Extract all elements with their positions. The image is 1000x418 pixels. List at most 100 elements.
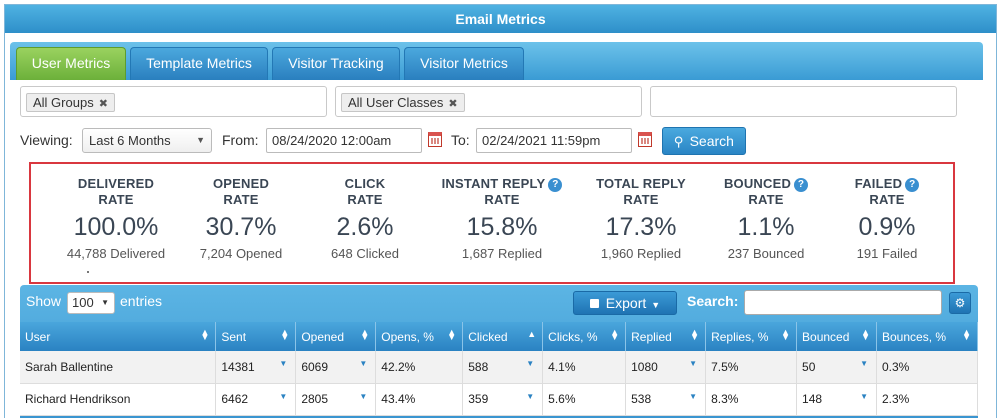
dropdown-caret-icon[interactable]: ▼	[860, 359, 868, 368]
sort-icon: ▲ ▼	[610, 327, 620, 342]
date-range-row: Viewing: Last 6 Months ▼ From: 08/24/202…	[20, 127, 760, 155]
sort-icon: ▲ ▼	[447, 327, 457, 342]
sort-icon: ▲ ▼	[200, 327, 210, 342]
sort-icon: ▲ ▼	[690, 327, 700, 342]
metric-subtext: 1,960 Replied	[600, 246, 682, 261]
user-classes-filter-input[interactable]: All User Classes ✖	[335, 86, 642, 117]
grid-toolbar: Show 100 ▼ entries Export ▼ Search: ⚙	[20, 285, 978, 321]
cell-opened: 2805 ▼	[295, 383, 377, 416]
export-button[interactable]: Export ▼	[573, 291, 677, 315]
user-classes-chip-label: All User Classes	[348, 95, 444, 110]
gear-icon[interactable]: ⚙	[949, 292, 971, 314]
viewing-select[interactable]: Last 6 Months ▼	[82, 128, 212, 153]
cell-bounced: 148 ▼	[796, 383, 877, 416]
cell-replies-pct: 8.3%	[705, 383, 798, 416]
column-header-user[interactable]: User ▲ ▼	[20, 322, 217, 351]
to-label: To:	[451, 132, 470, 148]
column-header-replies-pct[interactable]: Replies, % ▲ ▼	[705, 322, 798, 351]
dropdown-caret-icon[interactable]: ▼	[359, 391, 368, 401]
cell-opened: 6069 ▼	[295, 351, 377, 384]
user-metrics-grid: Show 100 ▼ entries Export ▼ Search: ⚙ Use…	[20, 285, 978, 418]
metric-title: INSTANT REPLY? RATE	[427, 176, 577, 208]
cell-clicks-pct: 5.6%	[542, 383, 627, 416]
groups-filter-input[interactable]: All Groups ✖	[20, 86, 327, 117]
search-button-label: Search	[689, 133, 734, 149]
metric-value: 100.0%	[73, 213, 159, 241]
sort-icon: ▲ ▼	[861, 327, 870, 342]
cell-replies-pct: 7.5%	[705, 351, 798, 384]
entries-label: entries	[120, 293, 163, 309]
metric-title: OPENED RATE	[212, 176, 270, 207]
cell-bounces-pct: 2.3%	[876, 383, 978, 416]
metric-failed-rate: FAILED? RATE 0.9% 191 Failed	[837, 176, 937, 261]
metric-subtext: 191 Failed	[856, 246, 918, 261]
cell-replied: 1080 ▼	[625, 351, 707, 384]
calendar-icon[interactable]	[428, 132, 442, 147]
dropdown-caret-icon[interactable]: ▼	[279, 359, 288, 368]
grid-search-label: Search:	[687, 293, 739, 309]
remove-user-classes-icon[interactable]: ✖	[448, 98, 458, 110]
metric-click-rate: CLICK RATE 2.6% 648 Clicked	[313, 176, 417, 261]
column-header-bounces-pct[interactable]: Bounces, % ▲ ▼	[876, 322, 978, 351]
chevron-down-icon: ▼	[101, 298, 109, 307]
metric-subtext: 44,788 Delivered	[66, 246, 166, 261]
table-row[interactable]: Richard Hendrikson 6462 ▼ 2805 ▼ 43.4% 359…	[20, 383, 978, 416]
entries-select[interactable]: 100 ▼	[67, 292, 115, 314]
metric-opened-rate: OPENED RATE 30.7% 7,204 Opened	[186, 176, 296, 261]
help-icon[interactable]: ?	[905, 178, 920, 192]
cell-bounced: 50 ▼	[796, 351, 877, 384]
to-date-input[interactable]: 02/24/2021 11:59pm	[476, 128, 632, 153]
viewing-select-value: Last 6 Months	[89, 133, 171, 148]
cell-bounces-pct: 0.3%	[876, 351, 978, 384]
cell-sent: 6462 ▼	[215, 383, 297, 416]
metric-delivered-rate: DELIVERED RATE 100.0% 44,788 Delivered	[51, 176, 181, 261]
tab-visitor-tracking[interactable]: Visitor Tracking	[272, 47, 400, 80]
column-header-replied[interactable]: Replied ▲ ▼	[625, 322, 707, 351]
sort-icon: ▲ ▼	[781, 327, 791, 342]
dropdown-caret-icon[interactable]: ▼	[359, 359, 368, 368]
metric-title: FAILED? RATE	[837, 176, 937, 208]
dropdown-caret-icon[interactable]: ▼	[526, 391, 535, 401]
tab-user-metrics[interactable]: User Metrics	[16, 47, 126, 80]
chevron-down-icon: ▼	[196, 135, 205, 145]
viewing-label: Viewing:	[20, 132, 73, 148]
remove-groups-icon[interactable]: ✖	[98, 98, 108, 110]
metric-subtext: 648 Clicked	[331, 246, 399, 261]
column-header-sent[interactable]: Sent ▲ ▼	[215, 322, 297, 351]
metric-bounced-rate: BOUNCED? RATE 1.1% 237 Bounced	[711, 176, 821, 261]
metric-value: 30.7%	[205, 213, 277, 241]
search-button[interactable]: ⚲ Search	[662, 127, 746, 155]
from-label: From:	[222, 132, 259, 148]
help-icon[interactable]: ?	[794, 178, 809, 192]
column-header-clicks-pct[interactable]: Clicks, % ▲ ▼	[542, 322, 627, 351]
dropdown-caret-icon[interactable]: ▼	[860, 391, 868, 401]
dropdown-caret-icon[interactable]: ▼	[526, 359, 535, 368]
groups-chip-label: All Groups	[33, 95, 94, 110]
user-classes-chip: All User Classes ✖	[341, 93, 465, 112]
dropdown-caret-icon[interactable]: ▼	[279, 391, 288, 401]
help-icon[interactable]: ?	[548, 178, 563, 192]
dropdown-caret-icon[interactable]: ▼	[689, 391, 698, 401]
metric-title: TOTAL REPLY RATE	[596, 176, 686, 207]
tab-template-metrics[interactable]: Template Metrics	[130, 47, 268, 80]
column-header-clicked[interactable]: Clicked ▲	[462, 322, 544, 351]
cell-clicks-pct: 4.1%	[542, 351, 627, 384]
metric-value: 0.9%	[858, 213, 916, 241]
dropdown-caret-icon[interactable]: ▼	[689, 359, 698, 368]
column-header-opens-pct[interactable]: Opens, % ▲ ▼	[375, 322, 464, 351]
from-date-input[interactable]: 08/24/2020 12:00am	[266, 128, 422, 153]
show-label: Show	[26, 293, 62, 309]
window-title: Email Metrics	[5, 5, 996, 33]
export-button-label: Export	[605, 295, 647, 311]
tab-visitor-metrics[interactable]: Visitor Metrics	[404, 47, 524, 80]
grid-search-input[interactable]	[744, 290, 942, 315]
table-row[interactable]: Sarah Ballentine 14381 ▼ 6069 ▼ 42.2% 588 ▼…	[20, 351, 978, 384]
calendar-icon[interactable]	[638, 132, 652, 147]
metric-total-reply-rate: TOTAL REPLY RATE 17.3% 1,960 Replied	[583, 176, 699, 261]
third-filter-input[interactable]	[650, 86, 957, 117]
metric-value: 15.8%	[466, 213, 538, 241]
column-header-bounced[interactable]: Bounced ▲ ▼	[796, 322, 877, 351]
metrics-table: User ▲ ▼ Sent ▲ ▼ Opened ▲ ▼ Opens, % ▲ ▼ Clicke…	[20, 322, 978, 416]
sort-icon: ▲ ▼	[962, 327, 971, 342]
column-header-opened[interactable]: Opened ▲ ▼	[295, 322, 377, 351]
